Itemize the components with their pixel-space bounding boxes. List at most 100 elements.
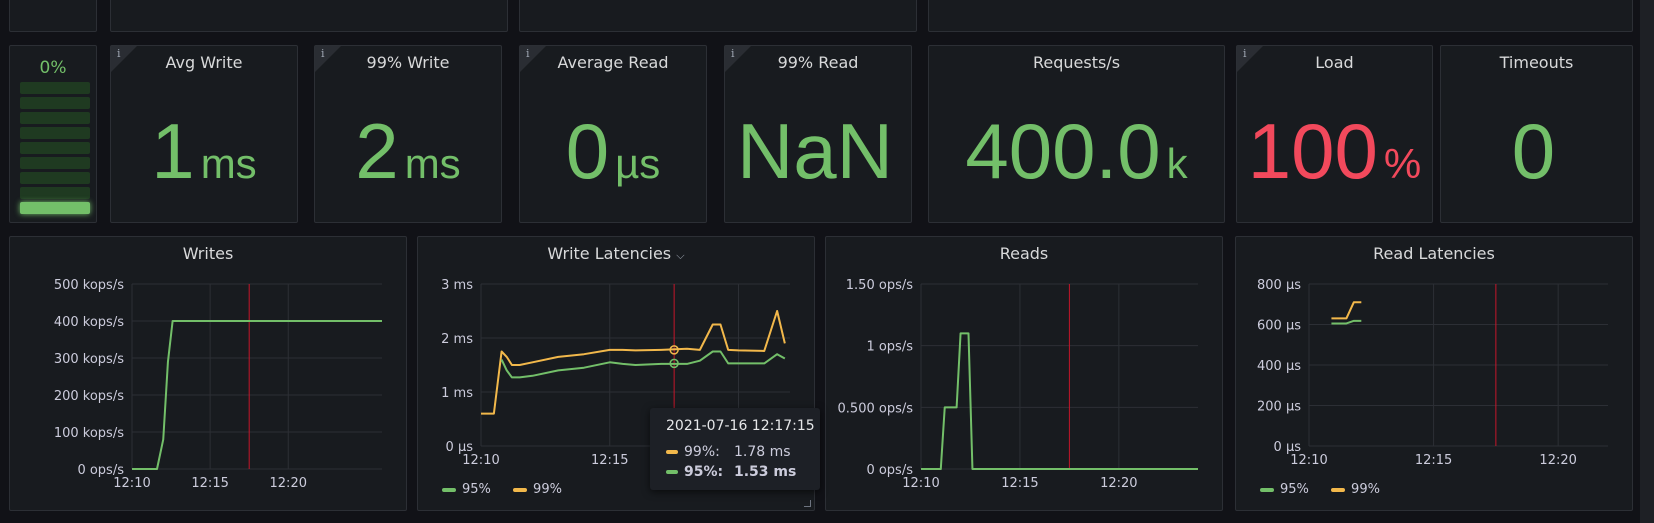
info-icon[interactable]: i bbox=[725, 46, 751, 72]
legend-item-99[interactable]: 99% bbox=[513, 482, 562, 497]
x-tick-label: 12:15 bbox=[191, 476, 228, 491]
stat-number: 100 bbox=[1247, 107, 1378, 195]
gauge-segment bbox=[20, 82, 90, 94]
stat-unit: ms bbox=[404, 140, 461, 187]
stat-value: 2 ms bbox=[315, 106, 501, 219]
stat-unit: % bbox=[1383, 140, 1422, 187]
panel-title[interactable]: Write Latencies ⌵ bbox=[547, 244, 685, 263]
stat-number: 0 bbox=[1511, 107, 1556, 195]
legend-item-99[interactable]: 99% bbox=[1331, 482, 1380, 497]
y-tick-label: 300 kops/s bbox=[54, 352, 124, 367]
series-line bbox=[481, 310, 786, 415]
stat-panel[interactable]: i Avg Write 1 ms bbox=[110, 45, 298, 223]
x-tick-label: 12:10 bbox=[1290, 453, 1327, 468]
legend: 95% 99% bbox=[1260, 482, 1380, 497]
stat-value: 1 ms bbox=[111, 106, 297, 219]
reads-panel[interactable]: Reads 1.50 ops/s 1 ops/s 0.500 ops/s 0 ops/… bbox=[825, 236, 1223, 511]
writes-panel[interactable]: Writes 500 kops/s 400 kops/s 300 kops/s 200… bbox=[9, 236, 407, 511]
gauge-segment bbox=[20, 202, 90, 214]
stat-panel[interactable]: i Load 100% bbox=[1236, 45, 1433, 223]
panel-top-3 bbox=[519, 0, 917, 32]
gauge-value: 0% bbox=[39, 58, 67, 78]
stat-panel[interactable]: Timeouts 0 bbox=[1440, 45, 1633, 223]
legend-item-95[interactable]: 95% bbox=[442, 482, 491, 497]
gauge-segment bbox=[20, 97, 90, 109]
gauge-segment bbox=[20, 142, 90, 154]
stat-number: 2 bbox=[355, 107, 399, 195]
legend: 95% 99% bbox=[442, 482, 562, 497]
reads-chart[interactable]: 1.50 ops/s 1 ops/s 0.500 ops/s 0 ops/s12:10… bbox=[826, 267, 1224, 507]
gauge-segment bbox=[20, 112, 90, 124]
x-tick-label: 12:20 bbox=[1539, 453, 1576, 468]
y-tick-label: 1.50 ops/s bbox=[846, 278, 913, 293]
read-latencies-panel[interactable]: Read Latencies 800 µs 600 µs 400 µs 200 µs 0… bbox=[1235, 236, 1633, 511]
gauge-segment bbox=[20, 172, 90, 184]
x-tick-label: 12:10 bbox=[902, 476, 939, 491]
y-tick-label: 600 µs bbox=[1257, 319, 1301, 334]
info-icon[interactable]: i bbox=[520, 46, 546, 72]
y-tick-label: 1 ops/s bbox=[866, 340, 913, 355]
panel-top-2 bbox=[110, 0, 508, 32]
bar-gauge-panel[interactable]: 0% bbox=[9, 45, 97, 223]
chevron-down-icon[interactable]: ⌵ bbox=[676, 249, 685, 262]
stat-value: 0 µs bbox=[520, 106, 706, 219]
y-tick-label: 400 µs bbox=[1257, 359, 1301, 374]
tooltip-time: 2021-07-16 12:17:15 bbox=[666, 418, 815, 434]
scrollbar[interactable] bbox=[1640, 0, 1654, 523]
series-line bbox=[921, 332, 1198, 470]
stat-title: Average Read bbox=[557, 53, 669, 72]
hover-tooltip: 2021-07-16 12:17:15 99%: 1.78 ms 95%: 1.… bbox=[650, 408, 820, 490]
series-line bbox=[132, 320, 382, 470]
stat-panel[interactable]: i 99% Read NaN bbox=[724, 45, 912, 223]
x-tick-label: 12:10 bbox=[462, 453, 499, 468]
stat-title: Load bbox=[1315, 53, 1354, 72]
writes-chart[interactable]: 500 kops/s 400 kops/s 300 kops/s 200 kops/s… bbox=[10, 267, 408, 507]
stat-panel[interactable]: i 99% Write 2 ms bbox=[314, 45, 502, 223]
stat-number: 400.0 bbox=[965, 107, 1161, 195]
stat-value: 0 bbox=[1441, 106, 1632, 219]
stat-value: 400.0 k bbox=[929, 106, 1224, 219]
gauge-segment bbox=[20, 187, 90, 199]
series-line bbox=[1331, 319, 1362, 325]
y-tick-label: 400 kops/s bbox=[54, 315, 124, 330]
legend-item-95[interactable]: 95% bbox=[1260, 482, 1309, 497]
stat-panel[interactable]: Requests/s 400.0 k bbox=[928, 45, 1225, 223]
y-tick-label: 3 ms bbox=[441, 278, 473, 293]
tooltip-row-95: 95%: 1.53 ms bbox=[666, 464, 796, 480]
panel-title: Reads bbox=[999, 244, 1049, 263]
x-tick-label: 12:20 bbox=[1100, 476, 1137, 491]
x-tick-label: 12:15 bbox=[591, 453, 628, 468]
series-line bbox=[1331, 301, 1362, 320]
write-latencies-panel[interactable]: Write Latencies ⌵ 3 ms 2 ms 1 ms 0 µs 12:10 1… bbox=[417, 236, 815, 511]
tooltip-row-99: 99%: 1.78 ms bbox=[666, 444, 791, 460]
stat-title: Timeouts bbox=[1499, 53, 1574, 72]
x-tick-label: 12:20 bbox=[270, 476, 307, 491]
x-tick-label: 12:10 bbox=[113, 476, 150, 491]
stat-value: NaN bbox=[725, 106, 911, 219]
info-icon[interactable]: i bbox=[315, 46, 341, 72]
stat-number: 1 bbox=[151, 107, 195, 195]
stat-title: 99% Read bbox=[777, 53, 859, 72]
y-tick-label: 0 ops/s bbox=[866, 463, 913, 478]
y-tick-label: 0 ops/s bbox=[77, 463, 124, 478]
panel-title: Writes bbox=[182, 244, 234, 263]
y-tick-label: 0 µs bbox=[1274, 440, 1302, 455]
stat-title: 99% Write bbox=[366, 53, 450, 72]
y-tick-label: 1 ms bbox=[441, 386, 473, 401]
info-icon[interactable]: i bbox=[111, 46, 137, 72]
stat-panel[interactable]: i Average Read 0 µs bbox=[519, 45, 707, 223]
info-icon[interactable]: i bbox=[1237, 46, 1263, 72]
y-tick-label: 500 kops/s bbox=[54, 278, 124, 293]
gauge-segment bbox=[20, 157, 90, 169]
y-tick-label: 2 ms bbox=[441, 332, 473, 347]
stat-unit: k bbox=[1166, 140, 1188, 187]
y-tick-label: 800 µs bbox=[1257, 278, 1301, 293]
y-tick-label: 200 kops/s bbox=[54, 389, 124, 404]
x-tick-label: 12:15 bbox=[1001, 476, 1038, 491]
panel-top-4 bbox=[928, 0, 1633, 32]
y-tick-label: 0.500 ops/s bbox=[838, 401, 914, 416]
resize-handle[interactable] bbox=[804, 500, 811, 507]
stat-number: NaN bbox=[736, 107, 894, 195]
series-line bbox=[500, 350, 786, 379]
